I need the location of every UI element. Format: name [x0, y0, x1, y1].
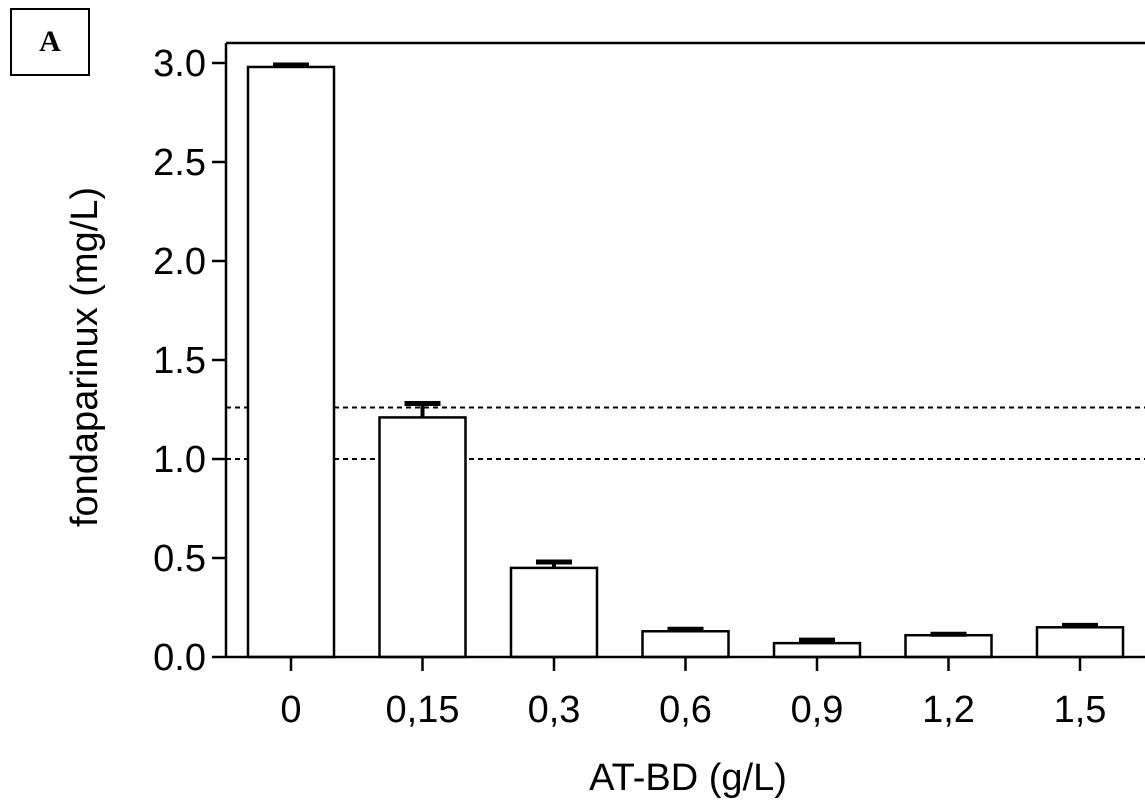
x-tick-label-1: 0,15 — [386, 689, 460, 731]
x-tick-label-0: 0 — [280, 689, 301, 731]
x-tick-label-4: 0,9 — [791, 689, 844, 731]
y-tick-label-0: 0.0 — [153, 637, 206, 679]
y-tick-label-5: 2.5 — [153, 142, 206, 184]
reference-lines — [226, 406, 1145, 460]
axes — [224, 41, 1145, 659]
bar-2 — [509, 566, 599, 659]
bar-0 — [246, 65, 336, 659]
y-tick-label-2: 1.0 — [153, 439, 206, 481]
y-tick-label-4: 2.0 — [153, 241, 206, 283]
bar-4 — [772, 641, 862, 659]
x-tick-label-2: 0,3 — [528, 689, 581, 731]
bars — [246, 65, 1125, 659]
x-axis-title: AT-BD (g/L) — [589, 757, 787, 799]
panel-label-box: A — [10, 8, 90, 76]
bar-5 — [904, 633, 993, 659]
bar-6 — [1035, 626, 1125, 659]
error-bars — [273, 62, 1098, 644]
y-tick-label-6: 3.0 — [153, 43, 206, 85]
y-tick-label-3: 1.5 — [153, 340, 206, 382]
y-axis-title: fondaparinux (mg/L) — [64, 187, 106, 527]
panel-label: A — [39, 25, 61, 58]
x-ticks: 0 0,15 0,3 0,6 0,9 1,2 1,5 — [280, 657, 1106, 731]
bar-3 — [641, 630, 730, 659]
x-tick-label-5: 1,2 — [922, 689, 975, 731]
bar-1 — [378, 416, 467, 659]
x-tick-label-6: 1,5 — [1054, 689, 1107, 731]
y-ticks: 0.0 0.5 1.0 1.5 2.0 2.5 3.0 — [153, 43, 226, 679]
y-tick-label-1: 0.5 — [153, 538, 206, 580]
x-tick-label-3: 0,6 — [659, 689, 712, 731]
